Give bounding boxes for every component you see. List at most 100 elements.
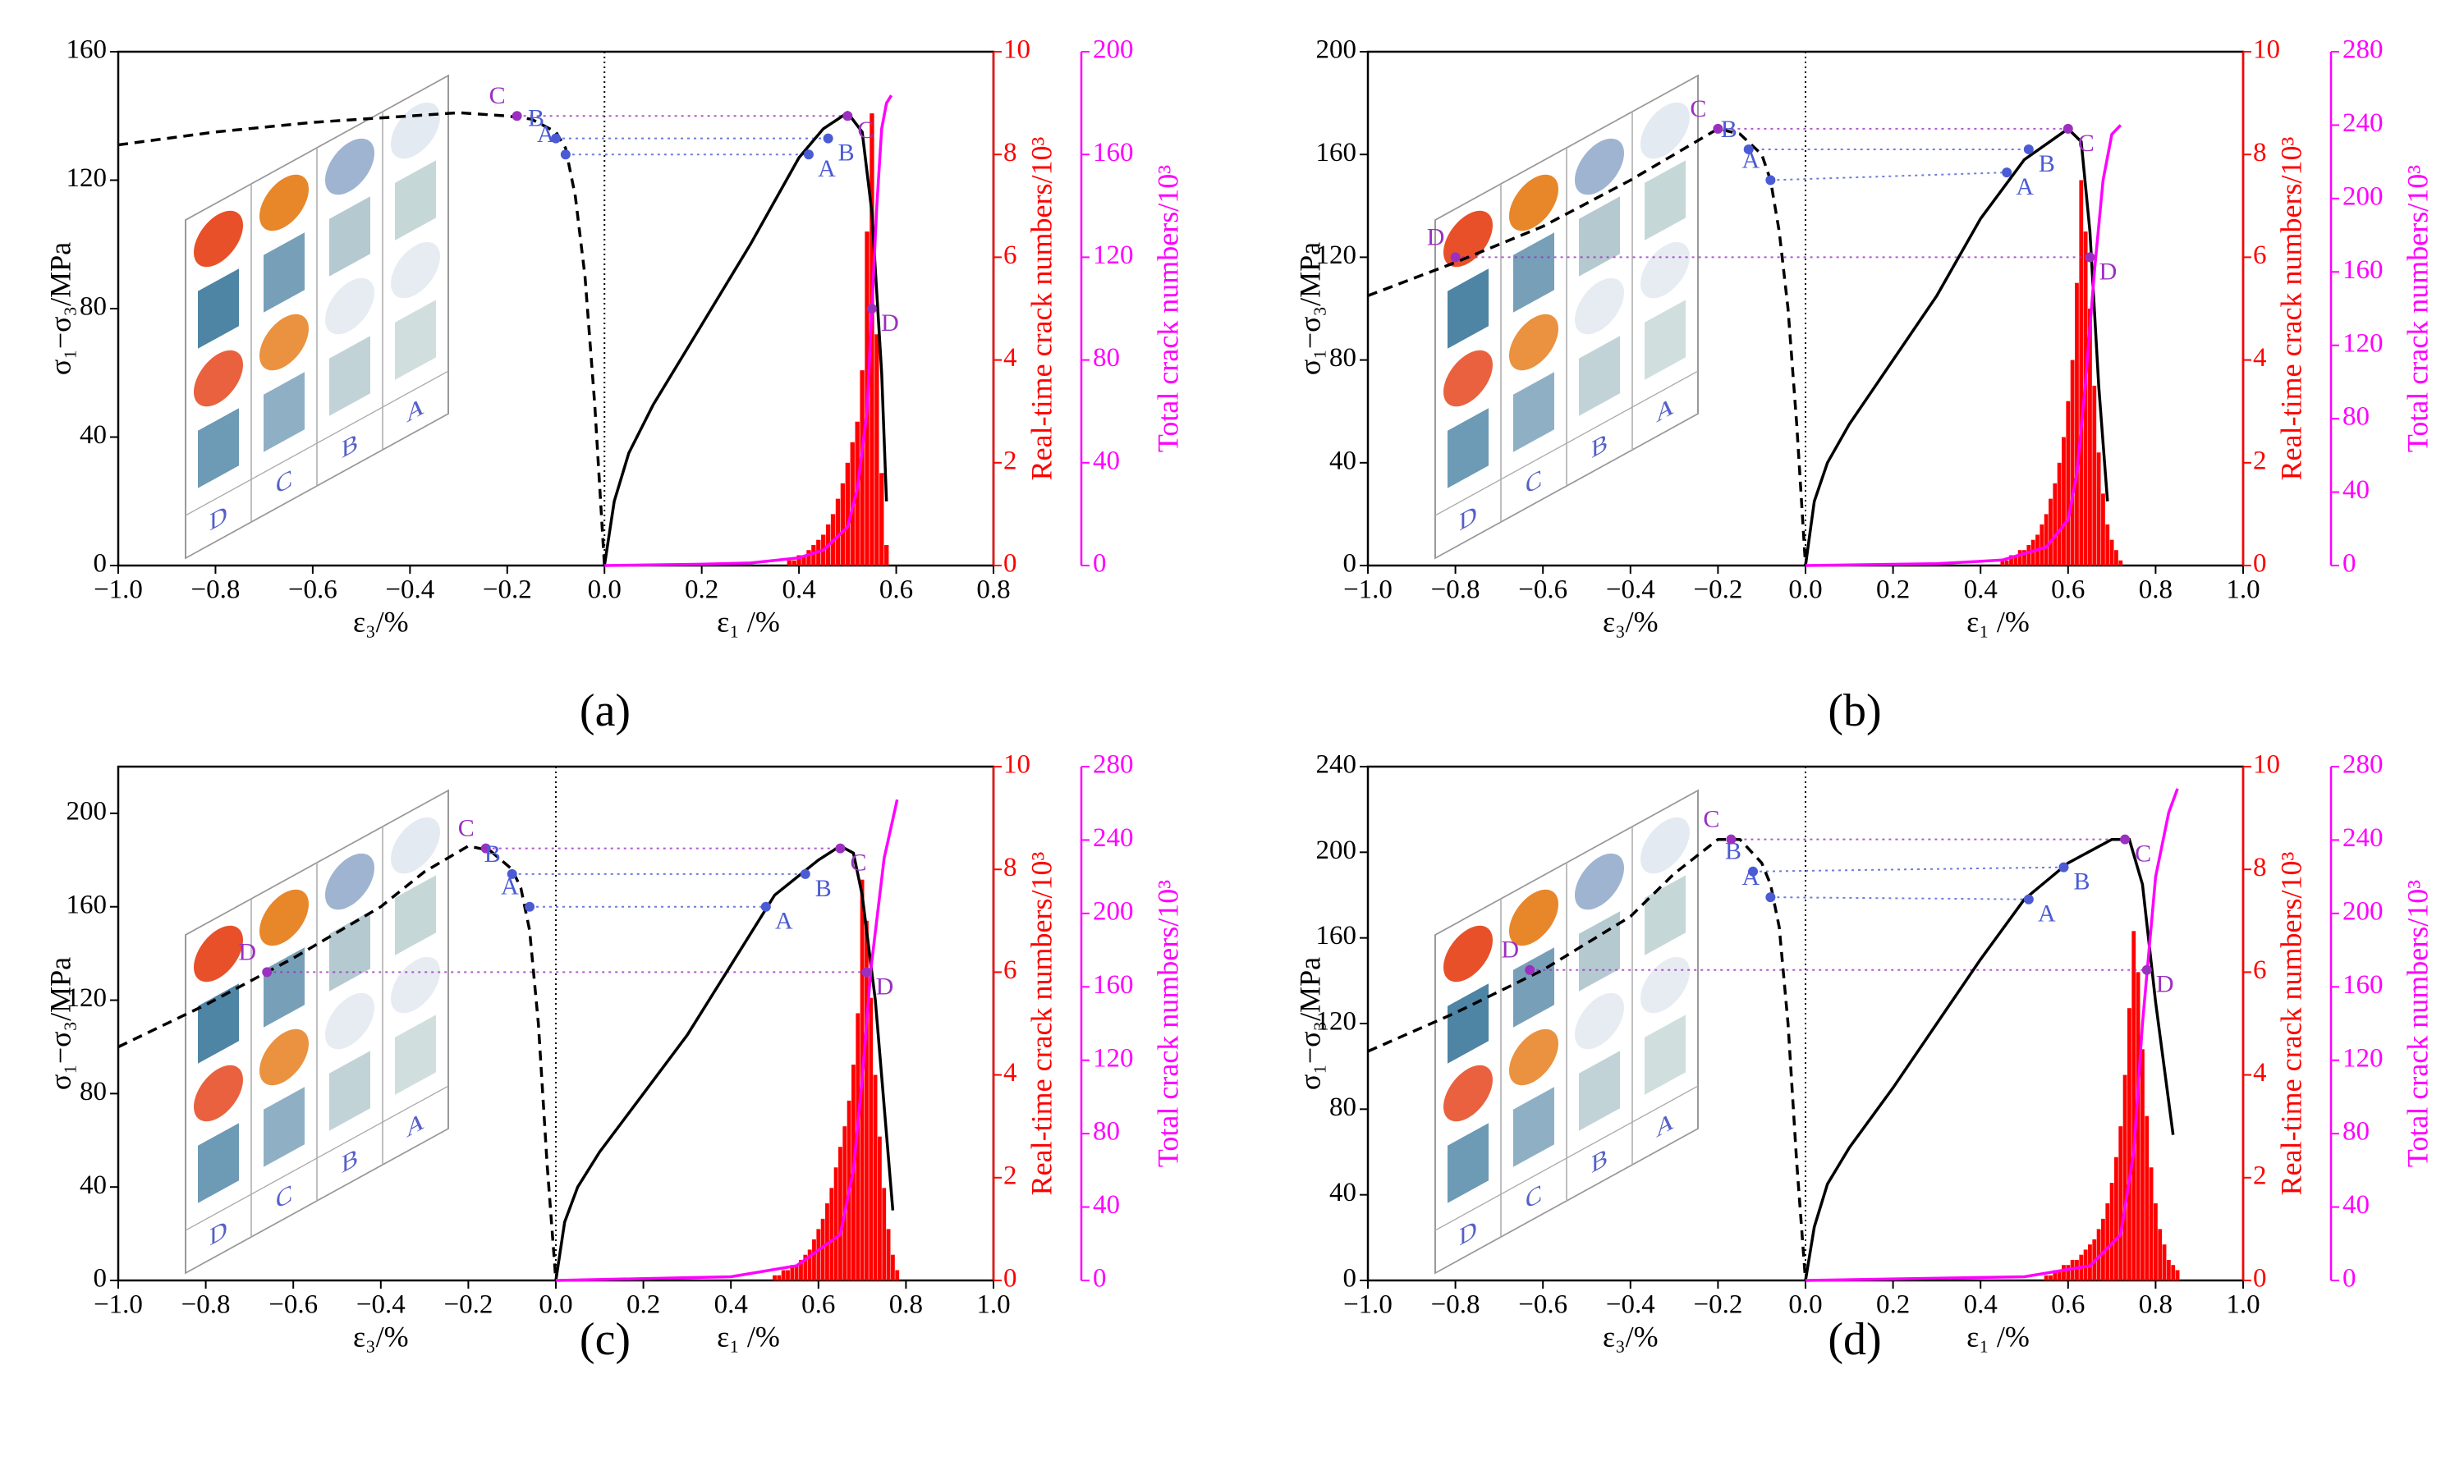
stage-label: B: [1725, 838, 1741, 865]
crack-bar: [803, 1254, 808, 1280]
crack-bar: [2004, 560, 2009, 566]
stage-label: A: [2038, 900, 2056, 928]
crack-bar: [2057, 462, 2062, 566]
x-tick-label: −0.4: [1606, 1290, 1655, 1320]
stage-point: [1450, 252, 1461, 263]
crack-bar: [2044, 514, 2049, 566]
crack-bar: [2013, 555, 2018, 566]
x-tick-label: −0.2: [483, 575, 532, 605]
x-axis-label: ε₁ /%: [1966, 605, 2030, 638]
y-tick-label: 160: [1316, 138, 1357, 167]
crack-bar: [786, 1270, 790, 1280]
curve: [1367, 837, 1807, 1281]
crack-bar: [2044, 1275, 2049, 1280]
crack-bar: [878, 1136, 882, 1280]
crack-bar: [2017, 550, 2022, 566]
x-axis-label: ε₃/%: [353, 605, 409, 638]
inset-label: A: [406, 391, 424, 428]
inset-image: [1443, 1065, 1493, 1122]
curve: [1805, 788, 2179, 1282]
y3-tick-label: 120: [2342, 328, 2384, 358]
x-tick-label: −0.6: [268, 1290, 318, 1320]
y3-tick-label: 0: [1093, 1264, 1107, 1294]
y3-tick-label: 200: [1093, 35, 1134, 65]
crack-bar: [882, 1188, 887, 1280]
inset-image: [325, 853, 374, 910]
x-axis-label: ε₁ /%: [1966, 1320, 2030, 1353]
inset-divider: [186, 1085, 448, 1231]
y2-axis-label: Real-time crack numbers/10³: [1025, 136, 1058, 480]
y3-tick-label: 80: [2342, 402, 2370, 432]
y3-tick-label: 160: [1093, 138, 1134, 167]
y3-tick-label: 240: [2342, 823, 2384, 853]
crack-bar: [801, 555, 806, 566]
y-tick-label: 40: [1329, 1178, 1356, 1207]
y2-tick-label: 10: [2253, 35, 2280, 65]
crack-bar: [869, 997, 874, 1280]
crack-bar: [2175, 1270, 2180, 1280]
crack-bar: [884, 544, 889, 566]
inset-image: [1509, 314, 1558, 371]
y-axis-label: σ₁−σ₃/MPa: [1293, 242, 1326, 375]
crack-bar: [2040, 524, 2044, 566]
y2-tick-label: 8: [2253, 853, 2267, 882]
inset-image: [1575, 853, 1624, 910]
y2-tick-label: 2: [2253, 446, 2267, 475]
y-tick-label: 0: [1343, 1264, 1357, 1294]
y3-tick-label: 120: [1093, 240, 1134, 270]
y-tick-label: 160: [67, 35, 108, 65]
y2-tick-label: 4: [2253, 1058, 2267, 1088]
stage-point: [262, 967, 273, 978]
stage-point: [2023, 144, 2034, 154]
x-tick-label: −0.2: [1693, 575, 1742, 605]
crack-bar: [796, 555, 801, 566]
y3-tick-label: 280: [2342, 750, 2384, 780]
stage-label: A: [537, 121, 555, 148]
inset-label: A: [1656, 1106, 1674, 1143]
crack-bar: [807, 1249, 812, 1280]
crack-bar: [2122, 1074, 2127, 1280]
inset-image: [391, 241, 440, 299]
inset-image: [1640, 817, 1690, 874]
x-axis-label: ε₃/%: [1603, 1320, 1659, 1353]
crack-bar: [835, 498, 841, 566]
inset-image: [325, 138, 374, 195]
x-tick-label: 0.4: [1964, 575, 1998, 605]
x-tick-label: −0.2: [443, 1290, 493, 1320]
y-tick-label: 0: [94, 549, 108, 579]
x-tick-label: −1.0: [94, 575, 143, 605]
crack-bar: [2066, 1265, 2071, 1280]
x-axis-label: ε₁ /%: [717, 605, 780, 638]
y3-tick-label: 280: [2342, 35, 2384, 65]
y3-tick-label: 40: [1093, 1190, 1120, 1220]
crack-bar: [2000, 560, 2005, 566]
x-tick-label: −1.0: [1343, 1290, 1393, 1320]
crack-bar: [2105, 1203, 2110, 1280]
stage-point: [823, 133, 833, 144]
stage-point: [1743, 144, 1754, 154]
crack-bar: [856, 1013, 860, 1280]
crack-bar: [2145, 1115, 2150, 1280]
stage-label: B: [838, 140, 855, 167]
x-tick-label: 0.2: [626, 1290, 660, 1320]
y3-tick-label: 120: [2342, 1043, 2384, 1073]
stage-label: C: [2135, 840, 2151, 868]
crack-bar: [2105, 524, 2110, 566]
stage-label: C: [1703, 806, 1719, 833]
crack-bar: [895, 1270, 900, 1280]
y3-tick-label: 40: [1093, 446, 1120, 475]
x-tick-label: −1.0: [1343, 575, 1393, 605]
curve: [1805, 124, 2122, 567]
crack-bar: [2083, 231, 2088, 566]
inset-image: [259, 314, 309, 371]
crack-bar: [2127, 1008, 2131, 1280]
x-tick-label: 0.2: [1876, 575, 1910, 605]
stage-point: [2085, 252, 2095, 263]
stage-point: [512, 111, 522, 121]
inset-image: [1443, 925, 1493, 982]
stage-point: [803, 149, 814, 160]
crack-bar: [865, 920, 869, 1280]
crack-bar: [777, 1275, 782, 1280]
x-tick-label: 0.0: [588, 575, 622, 605]
